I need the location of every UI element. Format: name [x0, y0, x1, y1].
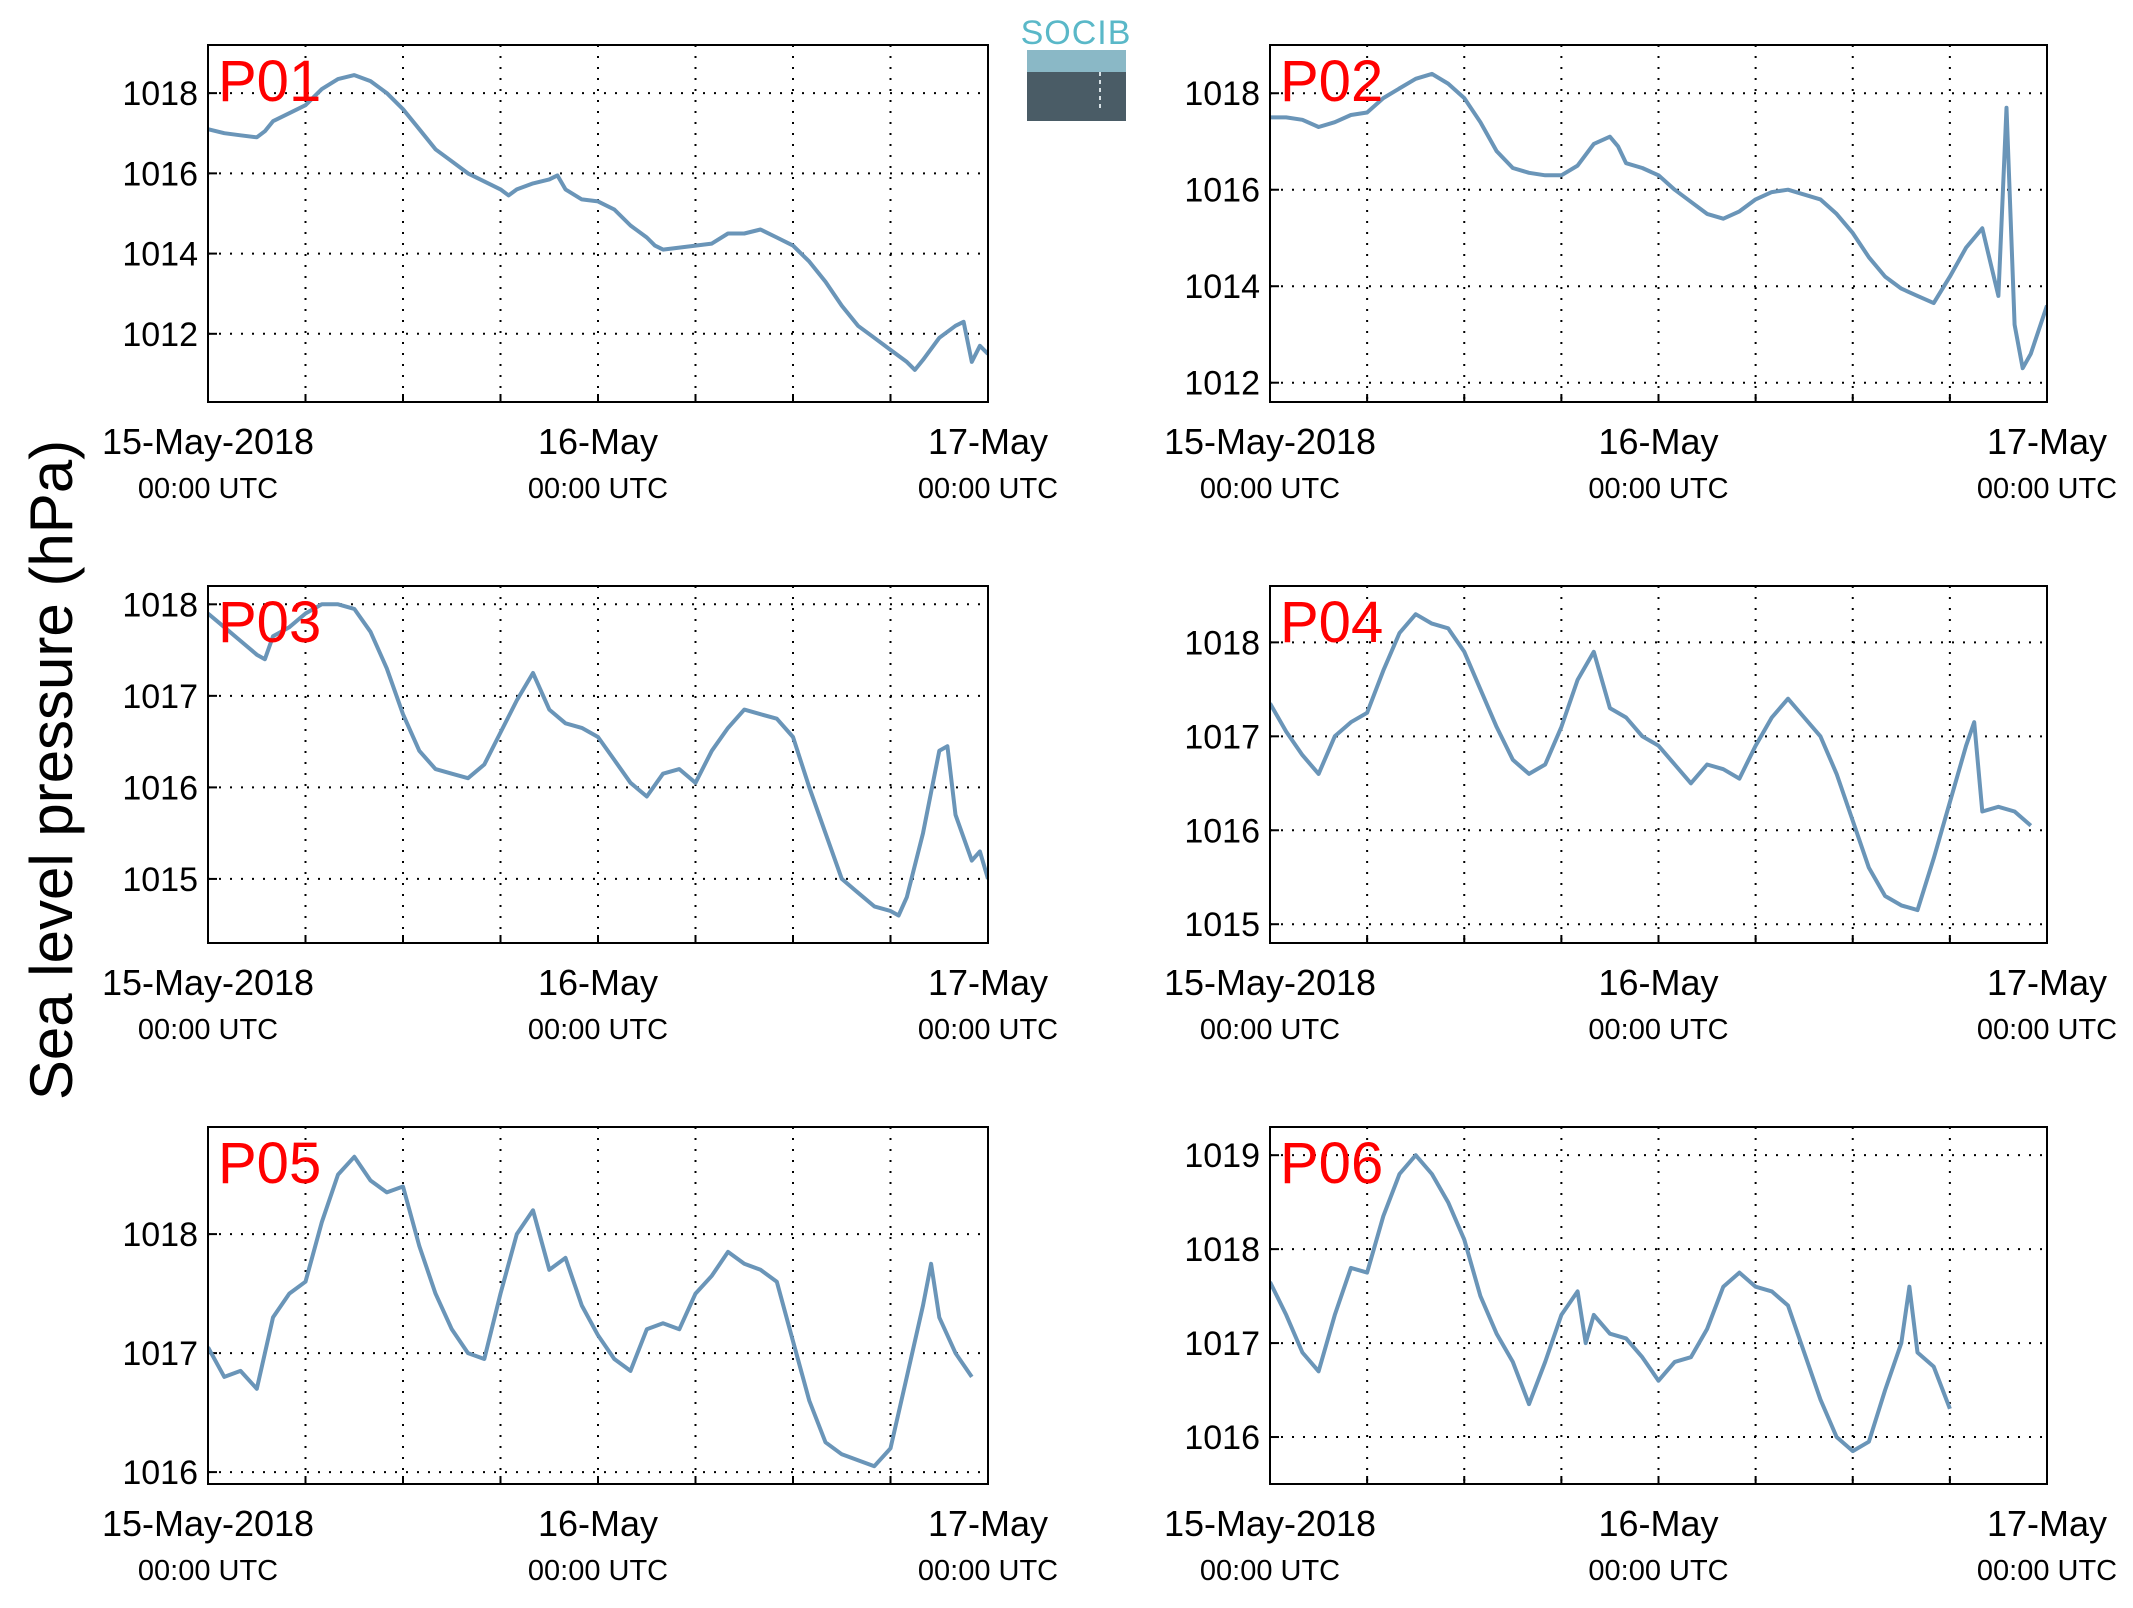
logo-top-band	[1027, 50, 1126, 72]
y-tick-label: 1016	[122, 1454, 198, 1492]
x-tick-date-label: 17-May	[928, 421, 1048, 462]
axes-frame	[207, 585, 989, 944]
x-tick-time-label: 00:00 UTC	[1588, 1555, 1728, 1587]
x-tick-time-label: 00:00 UTC	[1977, 1014, 2117, 1046]
y-tick-label: 1014	[122, 236, 198, 274]
x-tick-time-label: 00:00 UTC	[138, 473, 278, 505]
y-tick-label: 1016	[1184, 1419, 1260, 1457]
y-tick-label: 1018	[1184, 75, 1260, 113]
station-label: P02	[1280, 49, 1383, 114]
series-line-p04	[1270, 612, 2033, 913]
logo-text: SOCIB	[1021, 14, 1132, 52]
y-tick-label: 1014	[1184, 268, 1260, 306]
panel-p03: 1015 1016 1017 1018 P03 15-May-2018 00:00 UTC 1…	[102, 585, 1058, 1046]
grid	[1270, 45, 2047, 402]
grid	[208, 1127, 988, 1484]
station-label: P04	[1280, 590, 1383, 655]
x-tick-time-label: 00:00 UTC	[528, 1014, 668, 1046]
y-axis-label: Sea level pressure (hPa)	[18, 440, 85, 1100]
socib-logo: SOCIB	[1021, 14, 1132, 121]
x-tick-date-label: 15-May-2018	[1164, 962, 1376, 1003]
x-tick-time-label: 00:00 UTC	[918, 1555, 1058, 1587]
x-tick-date-label: 17-May	[1987, 962, 2107, 1003]
x-tick-date-label: 17-May	[928, 962, 1048, 1003]
grid	[208, 45, 988, 402]
x-tick-time-label: 00:00 UTC	[1200, 1014, 1340, 1046]
y-tick-label: 1012	[122, 316, 198, 354]
x-tick-time-label: 00:00 UTC	[1977, 1555, 2117, 1587]
series-line-p05	[208, 1154, 974, 1469]
x-tick-date-label: 16-May	[1598, 962, 1718, 1003]
grid	[1270, 1127, 2047, 1484]
y-tick-label: 1016	[1184, 812, 1260, 850]
panel-p06: 1016 1017 1018 1019 P06 15-May-2018 00:00 UTC 1…	[1164, 1126, 2117, 1587]
x-tick-time-label: 00:00 UTC	[918, 1014, 1058, 1046]
station-label: P06	[1280, 1131, 1383, 1196]
y-tick-label: 1015	[122, 861, 198, 899]
panel-p01: 1012 1014 1016 1018 P01 15-May-2018 00:00 UTC 1…	[102, 44, 1058, 505]
series-line-p01	[208, 73, 988, 372]
x-tick-time-label: 00:00 UTC	[138, 1014, 278, 1046]
axes-frame	[207, 44, 989, 403]
x-tick-date-label: 15-May-2018	[102, 421, 314, 462]
x-tick-date-label: 15-May-2018	[102, 962, 314, 1003]
y-tick-label: 1016	[122, 769, 198, 807]
x-tick-date-label: 17-May	[928, 1503, 1048, 1544]
x-tick-date-label: 16-May	[538, 1503, 658, 1544]
axes-frame	[207, 1126, 989, 1485]
series-line-p03	[208, 602, 988, 918]
x-tick-date-label: 15-May-2018	[1164, 421, 1376, 462]
station-label: P05	[218, 1131, 321, 1196]
y-tick-label: 1018	[1184, 1231, 1260, 1269]
axes-frame	[1269, 44, 2048, 403]
panel-p04: 1015 1016 1017 1018 P04 15-May-2018 00:00 UTC 1…	[1164, 585, 2117, 1046]
y-tick-label: 1018	[122, 1216, 198, 1254]
grid	[208, 586, 988, 943]
x-tick-time-label: 00:00 UTC	[138, 1555, 278, 1587]
x-tick-time-label: 00:00 UTC	[1200, 1555, 1340, 1587]
x-tick-date-label: 16-May	[538, 421, 658, 462]
y-tick-label: 1016	[1184, 172, 1260, 210]
x-tick-time-label: 00:00 UTC	[918, 473, 1058, 505]
y-tick-label: 1015	[1184, 906, 1260, 944]
y-tick-label: 1018	[1184, 624, 1260, 662]
x-tick-time-label: 00:00 UTC	[1977, 473, 2117, 505]
y-tick-label: 1016	[122, 155, 198, 193]
y-tick-label: 1018	[122, 75, 198, 113]
y-tick-label: 1012	[1184, 365, 1260, 403]
y-tick-label: 1017	[122, 678, 198, 716]
y-tick-label: 1017	[1184, 1325, 1260, 1363]
y-tick-label: 1017	[122, 1335, 198, 1373]
x-tick-time-label: 00:00 UTC	[528, 1555, 668, 1587]
x-tick-date-label: 16-May	[538, 962, 658, 1003]
x-tick-time-label: 00:00 UTC	[528, 473, 668, 505]
x-tick-date-label: 17-May	[1987, 421, 2107, 462]
station-label: P03	[218, 590, 321, 655]
axes-frame	[1269, 1126, 2048, 1485]
panel-p02: 1012 1014 1016 1018 P02 15-May-2018 00:00 UTC 1…	[1164, 44, 2117, 505]
x-tick-date-label: 16-May	[1598, 1503, 1718, 1544]
y-tick-label: 1017	[1184, 718, 1260, 756]
series-line-p02	[1270, 71, 2047, 371]
grid	[1270, 586, 2047, 943]
x-tick-time-label: 00:00 UTC	[1588, 1014, 1728, 1046]
y-tick-label: 1019	[1184, 1137, 1260, 1175]
panel-p05: 1016 1017 1018 P05 15-May-2018 00:00 UTC 16-Ma…	[102, 1126, 1058, 1587]
x-tick-time-label: 00:00 UTC	[1200, 473, 1340, 505]
y-tick-label: 1018	[122, 586, 198, 624]
series-line-p06	[1270, 1153, 1952, 1454]
x-tick-date-label: 17-May	[1987, 1503, 2107, 1544]
station-label: P01	[218, 49, 321, 114]
x-tick-time-label: 00:00 UTC	[1588, 473, 1728, 505]
x-tick-date-label: 15-May-2018	[1164, 1503, 1376, 1544]
x-tick-date-label: 15-May-2018	[102, 1503, 314, 1544]
x-tick-date-label: 16-May	[1598, 421, 1718, 462]
axes-frame	[1269, 585, 2048, 944]
